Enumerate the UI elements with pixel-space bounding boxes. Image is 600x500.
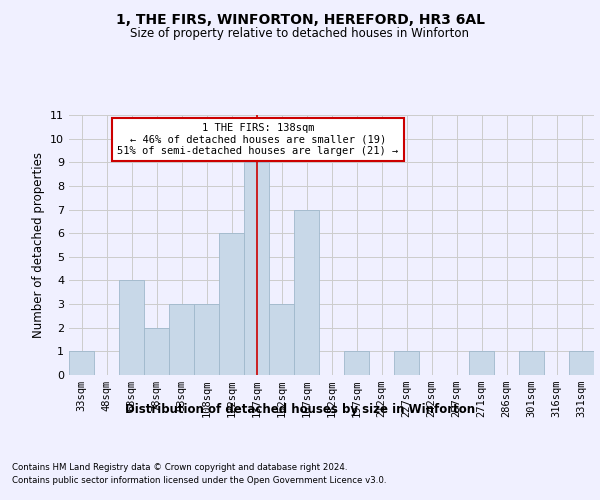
Bar: [244, 162, 269, 375]
Text: Contains public sector information licensed under the Open Government Licence v3: Contains public sector information licen…: [12, 476, 386, 485]
Bar: [144, 328, 169, 375]
Bar: [294, 210, 319, 375]
Bar: [569, 352, 594, 375]
Bar: [69, 352, 94, 375]
Bar: [119, 280, 144, 375]
Bar: [394, 352, 419, 375]
Text: Size of property relative to detached houses in Winforton: Size of property relative to detached ho…: [131, 28, 470, 40]
Bar: [169, 304, 194, 375]
Bar: [219, 233, 244, 375]
Text: Distribution of detached houses by size in Winforton: Distribution of detached houses by size …: [125, 402, 475, 415]
Bar: [469, 352, 494, 375]
Text: 1, THE FIRS, WINFORTON, HEREFORD, HR3 6AL: 1, THE FIRS, WINFORTON, HEREFORD, HR3 6A…: [115, 12, 485, 26]
Bar: [344, 352, 369, 375]
Bar: [519, 352, 544, 375]
Bar: [194, 304, 219, 375]
Text: 1 THE FIRS: 138sqm
← 46% of detached houses are smaller (19)
51% of semi-detache: 1 THE FIRS: 138sqm ← 46% of detached hou…: [118, 123, 398, 156]
Text: Contains HM Land Registry data © Crown copyright and database right 2024.: Contains HM Land Registry data © Crown c…: [12, 462, 347, 471]
Bar: [269, 304, 294, 375]
Y-axis label: Number of detached properties: Number of detached properties: [32, 152, 44, 338]
